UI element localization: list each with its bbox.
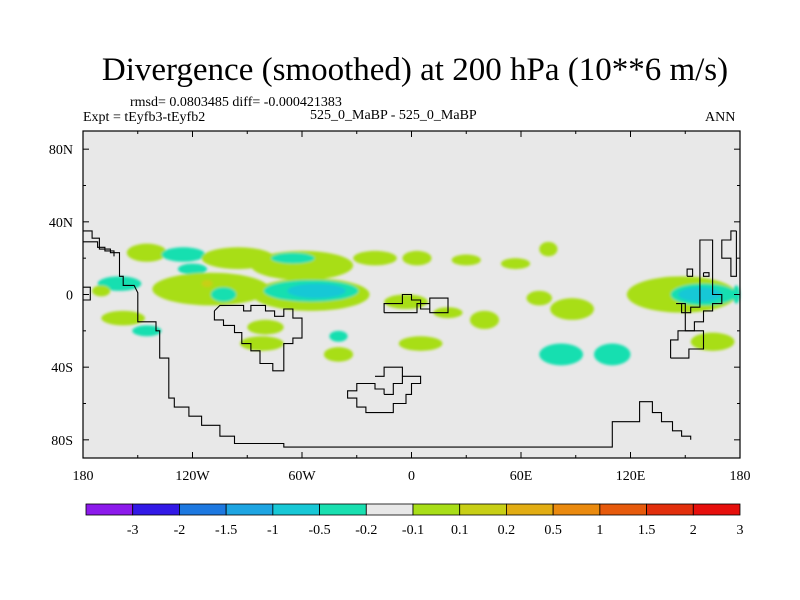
contour-region [526,290,553,306]
contour-region [500,258,531,270]
coastline [670,330,705,359]
contour-region [92,285,111,297]
colorbar-swatch [272,503,320,516]
stats-text: rmsd= 0.0803485 diff= -0.000421383 [130,95,342,110]
colorbar-swatch [506,503,554,516]
contour-region [97,276,142,291]
x-tick-label: 0 [408,469,415,484]
coastline [83,230,692,448]
colorbar-swatch [85,503,134,516]
x-tick-label: 120W [175,469,210,484]
contour-region [126,243,167,262]
contour-region [690,332,735,351]
contour-region [201,279,213,288]
colorbar-swatch [132,503,180,516]
contour-region [594,343,631,366]
contour-region [550,298,594,320]
contour-region [451,254,481,266]
colorbar-swatch [412,503,461,516]
coastline [702,272,710,277]
coastline [213,304,303,372]
contour-fields [92,241,740,366]
coastline [375,366,403,377]
colorbar-label: 3 [737,523,744,538]
coastline [83,286,91,301]
season-label: ANN [705,110,736,125]
colorbar-label: -0.2 [355,523,377,538]
colorbar-swatch [599,503,647,516]
contour-region [402,250,432,266]
contour-region [539,343,584,366]
x-tick-label: 120E [616,469,646,484]
colorbar-label: 1.5 [638,523,656,538]
contour-region [132,325,162,337]
contour-region [270,252,315,264]
contour-region [398,336,443,351]
colorbar-label: -3 [127,523,139,538]
colorbar-label: -0.1 [402,523,424,538]
contour-region [287,283,346,299]
colorbar-swatch [459,503,507,516]
colorbar-label: 2 [690,523,697,538]
colorbar-label: -1 [267,523,279,538]
expt-label: Expt = tEyfb3-tEyfb2 [83,110,206,125]
contour-region [469,310,500,330]
colorbar-swatch [552,503,601,516]
chart-title: Divergence (smoothed) at 200 hPa (10**6 … [101,52,729,88]
x-tick-label: 180 [73,469,94,484]
y-tick-label: 0 [66,289,73,304]
x-tick-label: 180 [730,469,751,484]
colorbar-label: 0.5 [544,523,562,538]
coastline [83,241,115,257]
colorbar-label: 0.2 [498,523,516,538]
x-tick-label: 60W [288,469,316,484]
colorbar-swatch [365,503,414,516]
contour-region [161,247,206,262]
colorbar-label: 1 [596,523,603,538]
contour-region [210,287,237,302]
y-tick-label: 80S [51,434,73,449]
contour-region [539,241,558,257]
colorbar-swatch [319,503,367,516]
x-tick-label: 60E [510,469,533,484]
case-label: 525_0_MaBP - 525_0_MaBP [310,108,477,123]
coastline [686,268,694,277]
contour-region [177,263,208,275]
contour-region [353,250,397,266]
colorbar-label: 0.1 [451,523,469,538]
colorbar-label: -2 [174,523,186,538]
contour-region [152,272,270,306]
coastline [721,230,737,277]
y-tick-label: 80N [49,143,73,158]
contour-region [101,310,146,326]
colorbar-swatch [179,503,227,516]
colorbar-swatch [692,503,741,516]
colorbar-label: -0.5 [308,523,330,538]
colorbar-swatch [225,503,274,516]
contour-region [247,319,284,335]
contour-region [329,330,348,342]
contour-region [323,347,354,362]
colorbar-label: -1.5 [215,523,237,538]
contour-region [384,294,428,310]
colorbar-swatch [646,503,694,516]
y-tick-label: 40S [51,361,73,376]
y-tick-label: 40N [49,216,73,231]
coastline [383,293,449,314]
